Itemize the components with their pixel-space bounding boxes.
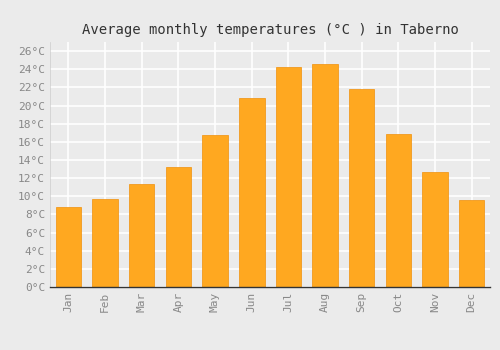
- Bar: [422, 172, 448, 287]
- Bar: [459, 200, 484, 287]
- Bar: [312, 64, 338, 287]
- Bar: [202, 135, 228, 287]
- Bar: [386, 134, 411, 287]
- Bar: [276, 68, 301, 287]
- Bar: [92, 199, 118, 287]
- Bar: [349, 89, 374, 287]
- Bar: [239, 98, 264, 287]
- Bar: [166, 167, 191, 287]
- Title: Average monthly temperatures (°C ) in Taberno: Average monthly temperatures (°C ) in Ta…: [82, 23, 458, 37]
- Bar: [56, 207, 81, 287]
- Bar: [129, 184, 154, 287]
